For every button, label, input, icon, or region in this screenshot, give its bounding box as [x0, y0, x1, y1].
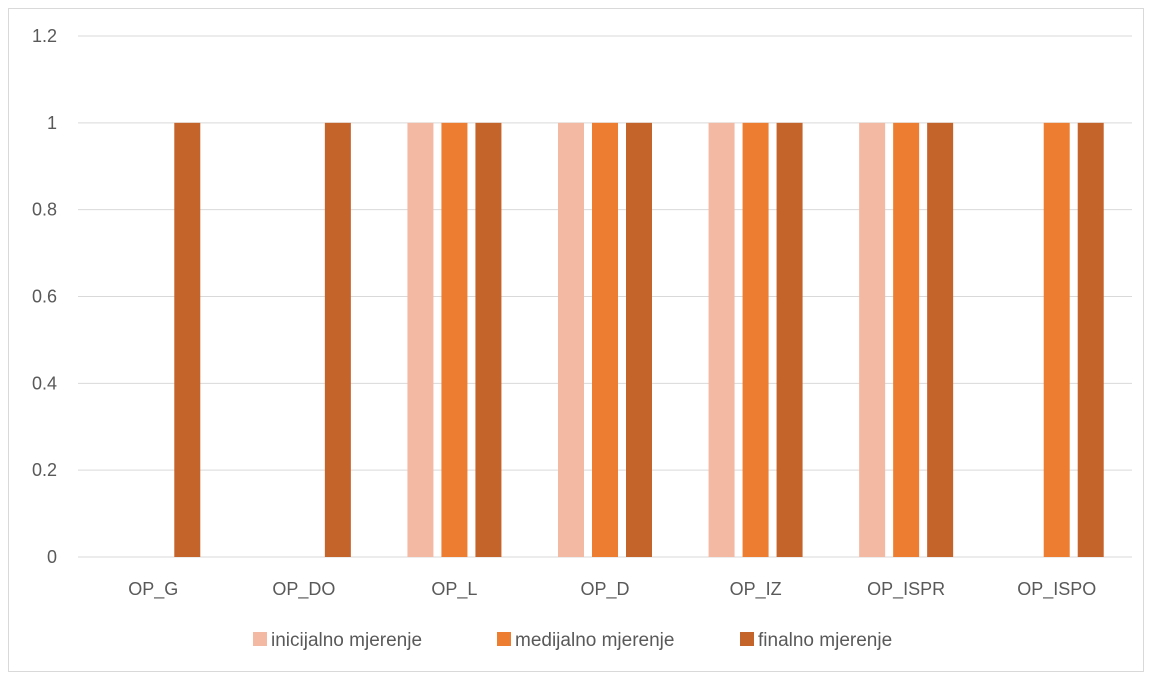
bar-op-ispr-series-2 — [893, 122, 920, 557]
y-tick-label: 1 — [47, 113, 57, 133]
y-tick-label: 0.2 — [32, 460, 57, 480]
legend-label: finalno mjerenje — [758, 630, 892, 651]
bar-op-iz-series-2 — [742, 122, 769, 557]
legend-label: inicijalno mjerenje — [271, 630, 422, 651]
x-tick-label: OP_L — [431, 579, 477, 600]
x-tick-label: OP_ISPO — [1017, 579, 1096, 600]
bars — [174, 122, 1104, 557]
x-tick-label: OP_IZ — [730, 579, 782, 600]
legend-label: medijalno mjerenje — [515, 630, 674, 651]
bar-op-do-series-3 — [324, 122, 351, 557]
bar-op-d-series-1 — [558, 122, 584, 557]
x-tick-label: OP_DO — [272, 579, 335, 600]
x-tick-label: OP_D — [580, 579, 629, 600]
bar-op-ispr-series-3 — [927, 122, 954, 557]
bar-op-ispr-series-1 — [859, 122, 886, 557]
bar-op-g-series-3 — [174, 122, 201, 557]
y-tick-label: 0 — [47, 547, 57, 567]
y-tick-label: 0.8 — [32, 200, 57, 220]
bar-op-iz-series-3 — [776, 122, 803, 557]
legend-swatch — [253, 632, 267, 646]
bar-op-ispo-series-3 — [1077, 122, 1104, 557]
y-tick-label: 1.2 — [32, 26, 57, 46]
bar-op-d-series-3 — [626, 122, 652, 557]
bar-op-ispo-series-2 — [1043, 122, 1070, 557]
bar-op-iz-series-1 — [708, 122, 735, 557]
bar-op-l-series-2 — [441, 122, 468, 557]
x-tick-label: OP_ISPR — [867, 579, 945, 600]
legend-swatch — [497, 632, 511, 646]
y-tick-label: 0.4 — [32, 373, 57, 393]
legend-swatch — [740, 632, 754, 646]
x-axis-ticks: OP_G OP_DO OP_L OP_D OP_IZ OP_ISPR OP_ISPO — [128, 579, 1096, 600]
y-axis-ticks: 0 0.2 0.4 0.6 0.8 1 1.2 — [32, 26, 57, 567]
bar-op-l-series-1 — [407, 122, 434, 557]
y-tick-label: 0.6 — [32, 287, 57, 307]
bar-op-d-series-2 — [592, 122, 618, 557]
legend: inicijalno mjerenje medijalno mjerenje fin… — [253, 630, 892, 651]
x-tick-label: OP_G — [128, 579, 178, 600]
bar-op-l-series-3 — [475, 122, 502, 557]
